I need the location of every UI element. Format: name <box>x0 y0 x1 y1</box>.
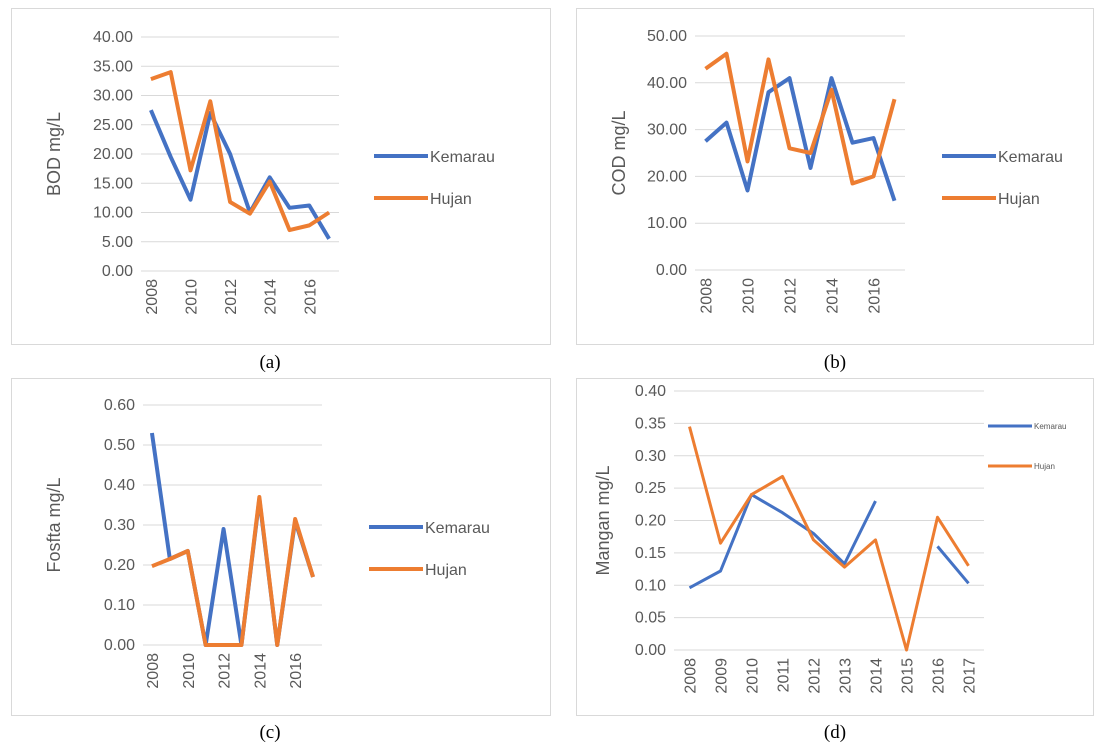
series-line-kemarau <box>704 76 897 202</box>
caption-d: (d) <box>823 722 847 743</box>
x-tick-label: 2016 <box>931 658 948 694</box>
x-tick-label: 2012 <box>217 653 234 689</box>
legend-label-kemarau: Kemarau <box>1034 422 1066 431</box>
y-tick-label: 0.40 <box>635 383 666 400</box>
y-axis-label: Fosfta mg/L <box>44 477 64 572</box>
x-tick-label: 2008 <box>683 658 700 694</box>
y-tick-label: 0.25 <box>635 480 666 497</box>
y-tick-label: 0.30 <box>635 448 666 465</box>
legend-label-hujan: Hujan <box>1034 462 1055 471</box>
caption-b: (b) <box>823 352 847 373</box>
x-tick-label: 2012 <box>807 658 824 694</box>
x-tick-label: 2014 <box>252 653 269 689</box>
y-tick-label: 0.00 <box>102 263 133 280</box>
y-tick-label: 0.20 <box>635 513 666 530</box>
y-tick-label: 0.00 <box>635 642 666 659</box>
x-tick-label: 2016 <box>302 279 319 315</box>
y-tick-label: 40.00 <box>647 75 687 92</box>
y-axis-label: Mangan mg/L <box>593 465 613 575</box>
series-line-hujan <box>688 426 970 652</box>
x-tick-label: 2010 <box>741 278 758 314</box>
y-tick-label: 0.15 <box>635 545 666 562</box>
y-tick-label: 35.00 <box>93 58 133 75</box>
y-tick-label: 0.10 <box>104 597 135 614</box>
y-tick-label: 15.00 <box>93 175 133 192</box>
chart-panel-b: 0.00 10.00 20.00 30.00 40.00 50.00 COD mg/L 200… <box>576 8 1094 345</box>
chart-mangan: 0.00 0.05 0.10 0.15 0.20 0.25 0.30 0.35 0.40 Mang… <box>593 383 1066 694</box>
y-tick-label: 0.40 <box>104 477 135 494</box>
series-line-kemarau <box>149 432 315 647</box>
x-tick-label: 2010 <box>745 658 762 694</box>
x-tick-label: 2017 <box>962 658 979 694</box>
x-tick-label: 2010 <box>184 279 201 315</box>
legend-label-kemarau: Kemarau <box>998 149 1063 166</box>
y-tick-label: 25.00 <box>93 117 133 134</box>
x-tick-label: 2016 <box>288 653 305 689</box>
x-tick-label: 2013 <box>838 658 855 694</box>
x-tick-label: 2008 <box>699 278 716 314</box>
x-tick-label: 2014 <box>825 278 842 314</box>
y-tick-label: 30.00 <box>93 88 133 105</box>
y-tick-label: 50.00 <box>647 28 687 45</box>
chart-panel-a: 0.00 5.00 10.00 15.00 20.00 25.00 30.00 35.00 40… <box>11 8 551 345</box>
x-tick-label: 2012 <box>223 279 240 315</box>
y-tick-label: 0.20 <box>104 557 135 574</box>
chart-panel-d: 0.00 0.05 0.10 0.15 0.20 0.25 0.30 0.35 0.40 Mang… <box>576 378 1094 716</box>
legend-label-kemarau: Kemarau <box>425 520 490 537</box>
caption-a: (a) <box>259 352 281 373</box>
x-tick-label: 2012 <box>783 278 800 314</box>
chart-bod: 0.00 5.00 10.00 15.00 20.00 25.00 30.00 35.00 40… <box>44 29 495 315</box>
y-tick-label: 0.00 <box>656 262 687 279</box>
chart-panel-c: 0.00 0.10 0.20 0.30 0.40 0.50 0.60 Fosfta mg/L 2… <box>11 378 551 716</box>
y-tick-label: 40.00 <box>93 29 133 46</box>
legend-label-hujan: Hujan <box>998 191 1040 208</box>
caption-c: (c) <box>259 722 281 743</box>
y-tick-label: 0.60 <box>104 397 135 414</box>
series-line-kemarau <box>936 545 970 585</box>
series-line-kemarau <box>688 493 877 590</box>
y-tick-label: 0.30 <box>104 517 135 534</box>
x-tick-label: 2014 <box>263 279 280 315</box>
x-tick-label: 2009 <box>714 658 731 694</box>
chart-cod: 0.00 10.00 20.00 30.00 40.00 50.00 COD mg/L 200… <box>609 28 1063 314</box>
legend-label-kemarau: Kemarau <box>430 149 495 166</box>
x-tick-label: 2011 <box>776 658 793 693</box>
x-tick-label: 2014 <box>869 658 886 694</box>
y-tick-label: 0.10 <box>635 577 666 594</box>
series-line-hujan <box>704 51 897 186</box>
y-tick-label: 20.00 <box>93 146 133 163</box>
series-line-hujan <box>151 495 315 647</box>
y-tick-label: 10.00 <box>647 215 687 232</box>
y-tick-label: 5.00 <box>102 234 133 251</box>
y-tick-label: 20.00 <box>647 168 687 185</box>
series-line-kemarau <box>149 109 331 240</box>
x-tick-label: 2008 <box>145 653 162 689</box>
y-tick-label: 30.00 <box>647 122 687 139</box>
chart-fosfat: 0.00 0.10 0.20 0.30 0.40 0.50 0.60 Fosfta mg/L 2… <box>44 397 490 689</box>
y-axis-label: COD mg/L <box>609 110 629 195</box>
y-tick-label: 0.35 <box>635 415 666 432</box>
y-tick-label: 0.00 <box>104 637 135 654</box>
y-tick-label: 10.00 <box>93 205 133 222</box>
legend-label-hujan: Hujan <box>430 191 472 208</box>
y-axis-label: BOD mg/L <box>44 112 64 196</box>
x-tick-label: 2016 <box>867 278 884 314</box>
series-line-hujan <box>150 70 331 233</box>
legend-label-hujan: Hujan <box>425 562 467 579</box>
y-tick-label: 0.05 <box>635 610 666 627</box>
x-tick-label: 2015 <box>900 658 917 694</box>
x-tick-label: 2008 <box>144 279 161 315</box>
x-tick-label: 2010 <box>181 653 198 689</box>
y-tick-label: 0.50 <box>104 437 135 454</box>
